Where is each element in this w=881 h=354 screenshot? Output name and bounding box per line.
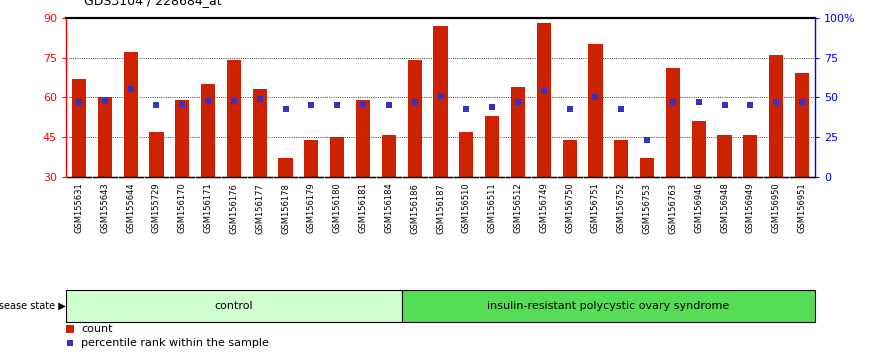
Text: GSM156763: GSM156763 [669, 183, 677, 234]
Bar [304, 140, 319, 177]
Text: GSM156179: GSM156179 [307, 183, 316, 233]
Bar [666, 68, 680, 177]
Bar [562, 140, 577, 177]
Text: GSM156753: GSM156753 [642, 183, 652, 234]
Text: count: count [81, 324, 113, 334]
Text: GSM156948: GSM156948 [720, 183, 729, 233]
Bar [98, 97, 112, 177]
Bar [356, 100, 370, 177]
Bar [381, 135, 396, 177]
Bar [485, 116, 500, 177]
Text: GSM156950: GSM156950 [772, 183, 781, 233]
Text: GDS3104 / 228684_at: GDS3104 / 228684_at [84, 0, 221, 7]
Text: insulin-resistant polycystic ovary syndrome: insulin-resistant polycystic ovary syndr… [487, 301, 729, 311]
Text: control: control [215, 301, 253, 311]
Bar [402, 290, 815, 322]
Text: GSM156951: GSM156951 [797, 183, 806, 233]
Bar [175, 100, 189, 177]
Text: GSM156949: GSM156949 [746, 183, 755, 233]
Bar [150, 132, 164, 177]
Bar [123, 52, 137, 177]
Bar [614, 140, 628, 177]
Bar [226, 60, 241, 177]
Bar [72, 79, 86, 177]
Text: GSM155729: GSM155729 [152, 183, 161, 233]
Text: GSM156171: GSM156171 [204, 183, 212, 233]
Text: GSM156750: GSM156750 [565, 183, 574, 233]
Bar [433, 25, 448, 177]
Text: GSM156186: GSM156186 [411, 183, 419, 234]
Bar [278, 159, 292, 177]
Bar [408, 60, 422, 177]
Bar [717, 135, 731, 177]
Text: GSM156749: GSM156749 [539, 183, 548, 233]
Text: GSM156180: GSM156180 [333, 183, 342, 233]
Text: GSM155644: GSM155644 [126, 183, 135, 233]
Text: GSM155631: GSM155631 [75, 183, 84, 233]
Text: GSM156177: GSM156177 [255, 183, 264, 234]
Text: disease state ▶: disease state ▶ [0, 301, 66, 311]
Bar [744, 135, 758, 177]
Text: GSM156512: GSM156512 [514, 183, 522, 233]
Bar [795, 73, 809, 177]
Bar [511, 87, 525, 177]
Text: GSM156184: GSM156184 [384, 183, 393, 233]
Text: GSM156178: GSM156178 [281, 183, 290, 234]
Text: GSM156176: GSM156176 [229, 183, 239, 234]
Text: GSM155643: GSM155643 [100, 183, 109, 233]
Bar [459, 132, 473, 177]
Text: GSM156751: GSM156751 [591, 183, 600, 233]
Text: GSM156181: GSM156181 [359, 183, 367, 233]
Bar [66, 290, 402, 322]
Bar [537, 23, 551, 177]
Text: GSM156752: GSM156752 [617, 183, 626, 233]
Text: GSM156170: GSM156170 [178, 183, 187, 233]
Bar [640, 159, 655, 177]
Text: GSM156187: GSM156187 [436, 183, 445, 234]
Bar [589, 44, 603, 177]
Text: GSM156511: GSM156511 [488, 183, 497, 233]
Bar [253, 89, 267, 177]
Text: percentile rank within the sample: percentile rank within the sample [81, 338, 269, 348]
Text: GSM156510: GSM156510 [462, 183, 470, 233]
Bar [201, 84, 215, 177]
Bar [692, 121, 706, 177]
Bar [769, 55, 783, 177]
Text: GSM156946: GSM156946 [694, 183, 703, 233]
Bar [330, 137, 344, 177]
